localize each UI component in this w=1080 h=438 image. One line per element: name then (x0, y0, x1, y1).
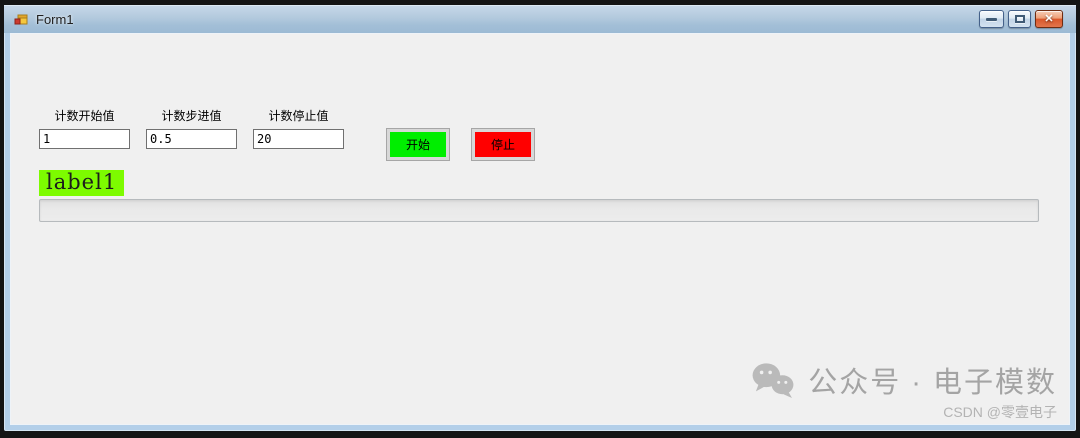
count-start-input[interactable] (39, 129, 130, 149)
count-start-label: 计数开始值 (54, 109, 115, 123)
progress-bar (39, 199, 1039, 222)
form1-window: Form1 ✕ 计数开始值 计数步进值 (4, 5, 1076, 431)
field-count-step: 计数步进值 (146, 107, 237, 149)
maximize-icon (1014, 15, 1025, 23)
window-controls: ✕ (979, 10, 1063, 28)
count-stop-label: 计数停止值 (268, 109, 329, 123)
count-step-label: 计数步进值 (161, 109, 222, 123)
form-client-area: 计数开始值 计数步进值 计数停止值 开始 停止 label1 (10, 33, 1070, 425)
field-count-stop: 计数停止值 (253, 107, 344, 149)
maximize-button[interactable] (1008, 10, 1031, 28)
result-label: label1 (39, 170, 125, 196)
titlebar[interactable]: Form1 ✕ (4, 5, 1076, 33)
count-stop-input[interactable] (253, 129, 344, 149)
field-count-start: 计数开始值 (39, 107, 130, 149)
close-button[interactable]: ✕ (1035, 10, 1063, 28)
minimize-icon (986, 17, 997, 21)
start-button[interactable]: 开始 (386, 128, 450, 161)
form-icon (13, 12, 29, 28)
watermark: 公众号 · 电子模数 CSDN @零壹电子 (750, 359, 1057, 422)
stop-button[interactable]: 停止 (471, 128, 535, 161)
watermark-credit: CSDN @零壹电子 (943, 404, 1057, 420)
count-step-input[interactable] (146, 129, 237, 149)
close-icon: ✕ (1044, 12, 1054, 25)
window-title: Form1 (36, 12, 74, 27)
watermark-text: 公众号 · 电子模数 (808, 367, 1057, 399)
minimize-button[interactable] (979, 10, 1004, 28)
wechat-icon (750, 361, 796, 399)
